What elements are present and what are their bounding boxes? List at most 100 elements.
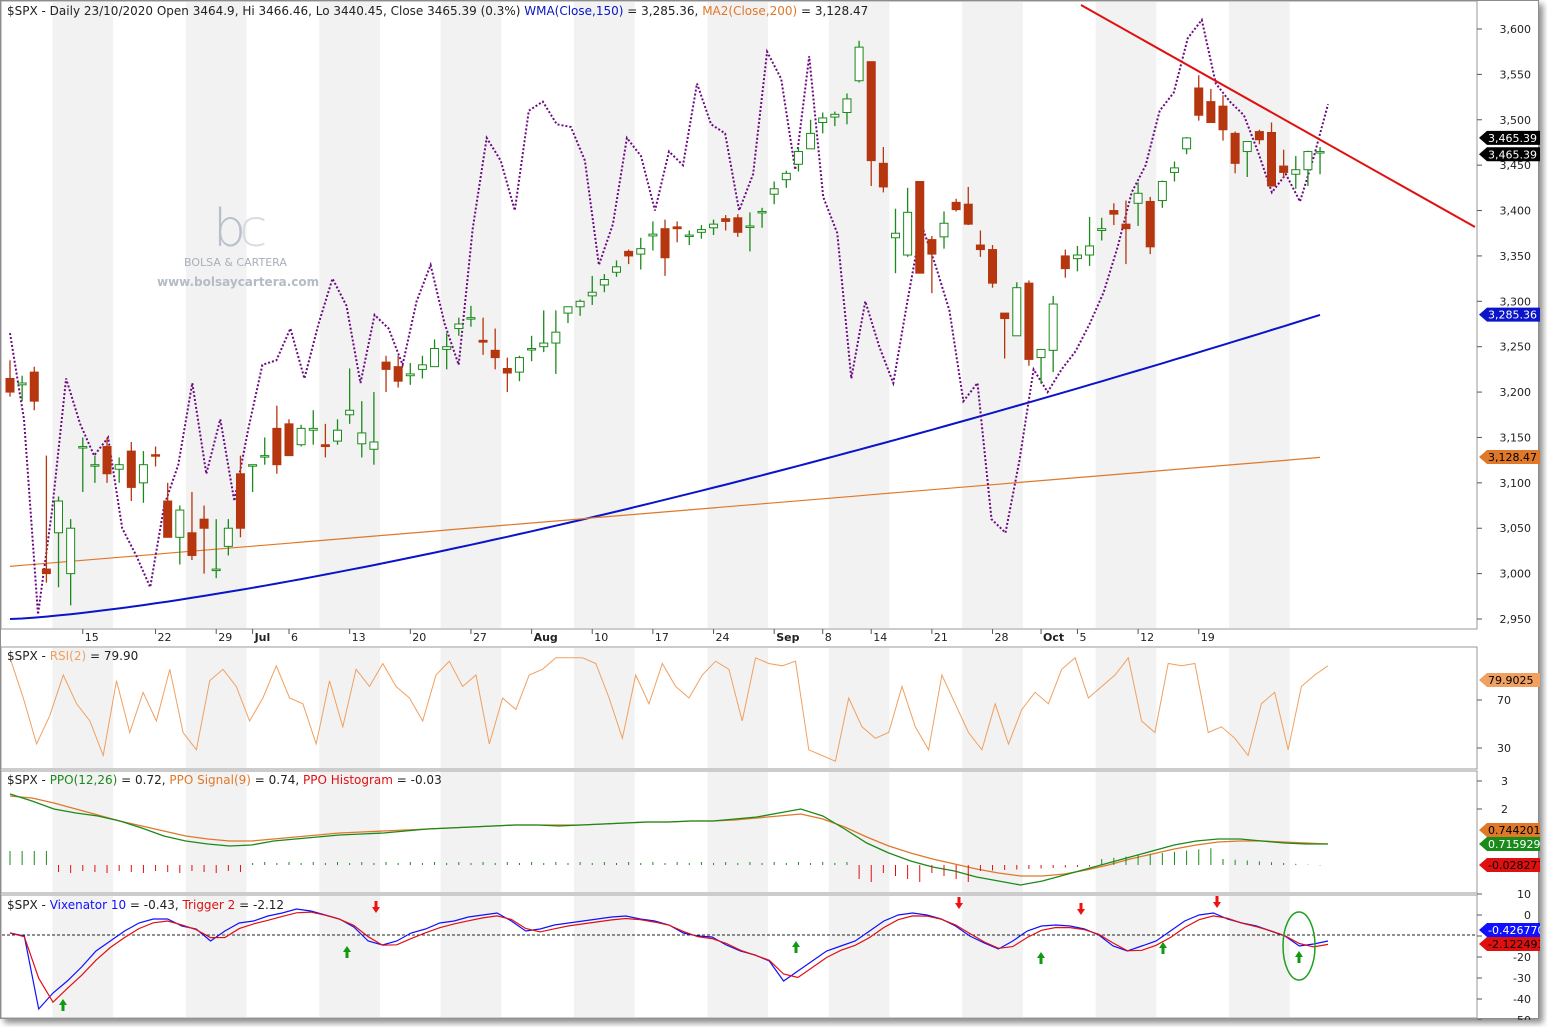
price-shade-band (52, 2, 114, 628)
ppo-title: $SPX - PPO(12,26) = 0.72, PPO Signal(9) … (7, 773, 442, 787)
candle-body (757, 210, 767, 214)
ppo-title-symbol: $SPX (7, 773, 38, 787)
candle-body (393, 366, 403, 382)
candle-body (308, 427, 318, 431)
price-ytick-label: 3,300 (1500, 295, 1532, 308)
vix-shade-band (574, 896, 635, 1017)
buy-signal-arrow (792, 941, 800, 953)
candle-body (514, 357, 524, 373)
rsi-title-symbol: $SPX (7, 649, 38, 663)
price-ytick-label: 3,350 (1500, 250, 1532, 263)
vix-ytick-label: 0 (1524, 909, 1531, 922)
price-tag-label: 3,128.47 (1488, 451, 1537, 464)
ma200-legend-label: MA2(Close,200) (702, 4, 797, 18)
price-ytick-label: 3,500 (1500, 114, 1532, 127)
price-xtick-label: 13 (352, 631, 366, 644)
price-title-ohlc: - Daily 23/10/2020 Open 3464.9, Hi 3466.… (38, 4, 525, 18)
price-ytick-label: 3,550 (1500, 68, 1532, 81)
wma-legend-value: = 3,285.36, (623, 4, 702, 18)
trigger-line (9, 911, 1329, 1004)
buy-signal-arrow (1037, 952, 1045, 964)
vix-ytick-label: -20 (1513, 951, 1531, 964)
price-shade-band (1095, 2, 1157, 628)
rsi-shade-band (1229, 648, 1290, 768)
price-ytick-label: 3,250 (1500, 341, 1532, 354)
rsi-shade-band (707, 648, 769, 768)
rsi-shade-band (319, 648, 380, 768)
candle-body (939, 222, 949, 238)
price-title-symbol: $SPX (7, 4, 38, 18)
candle-body (527, 348, 537, 351)
vix-shade-band (52, 896, 114, 1017)
ppo-tag (1479, 858, 1540, 872)
vix-shade-band (319, 896, 380, 1017)
price-shade-band (1229, 2, 1290, 628)
candle-body (417, 364, 427, 370)
price-tag (1479, 307, 1540, 322)
candle-body (636, 248, 646, 255)
histogram-legend-label: PPO Histogram (303, 773, 393, 787)
ppo-shade-band (440, 772, 502, 892)
candle-body (1085, 245, 1095, 256)
candle-body (41, 568, 51, 575)
rsi-shade-band (1095, 648, 1157, 768)
buy-signal-arrow (343, 946, 351, 958)
candle-body (272, 427, 282, 466)
candle-body (345, 409, 355, 416)
candle-body (878, 162, 888, 188)
candle-body (114, 464, 124, 470)
candle-body (769, 188, 779, 195)
ppo-shade-band (1095, 772, 1157, 892)
candle-body (54, 500, 64, 534)
candle-body (696, 229, 706, 233)
resistance-trendline (1080, 4, 1476, 228)
candle-body (1303, 151, 1313, 171)
candle-body (454, 323, 464, 330)
vix-tag (1479, 937, 1540, 951)
rsi-legend-value: = 79.90 (86, 649, 138, 663)
candle-body (1097, 228, 1107, 232)
rsi-panel (1, 646, 1478, 770)
candle-body (1218, 105, 1228, 131)
vix-ytick-label: -40 (1513, 993, 1531, 1006)
vix-title: $SPX - Vixenator 10 = -0.43, Trigger 2 =… (7, 898, 284, 912)
candle-body (587, 291, 597, 297)
candle-body (890, 232, 900, 239)
vix-shade-band (185, 896, 247, 1017)
rsi-line (9, 656, 1329, 763)
candle-body (199, 518, 209, 529)
price-xtick-label: Oct (1043, 631, 1064, 644)
ppo-shade-band (52, 772, 114, 892)
svg-text:c: c (239, 199, 268, 259)
buy-signal-arrow (59, 999, 67, 1011)
candle-body (624, 250, 634, 257)
candle-body (223, 527, 233, 547)
vix-shade-band (828, 896, 890, 1017)
candle-body (430, 348, 440, 368)
candle-body (842, 98, 852, 114)
candle-body (66, 527, 76, 575)
candle-body (260, 455, 270, 458)
vix-tag (1479, 923, 1540, 937)
price-xtick-label: 22 (158, 631, 172, 644)
price-xtick-label: 10 (594, 631, 608, 644)
candle-body (988, 249, 998, 284)
price-xtick-label: 27 (473, 631, 487, 644)
ma200-legend-value: = 3,128.47 (797, 4, 868, 18)
candle-body (975, 244, 985, 251)
candle-body (1242, 141, 1252, 153)
candle-body (612, 266, 621, 273)
candle-body (1133, 192, 1143, 204)
histogram-legend-value: = -0.03 (393, 773, 442, 787)
candle-body (1194, 87, 1204, 116)
price-tag-label: 3,465.39 (1488, 132, 1537, 145)
candle-body (78, 446, 88, 449)
candle-body (284, 423, 294, 457)
ppo-shade-band (962, 772, 1023, 892)
rsi-ytick-label: 30 (1497, 742, 1511, 755)
candle-body (333, 429, 343, 442)
price-shade-band (828, 2, 890, 628)
rsi-shade-band (440, 648, 502, 768)
